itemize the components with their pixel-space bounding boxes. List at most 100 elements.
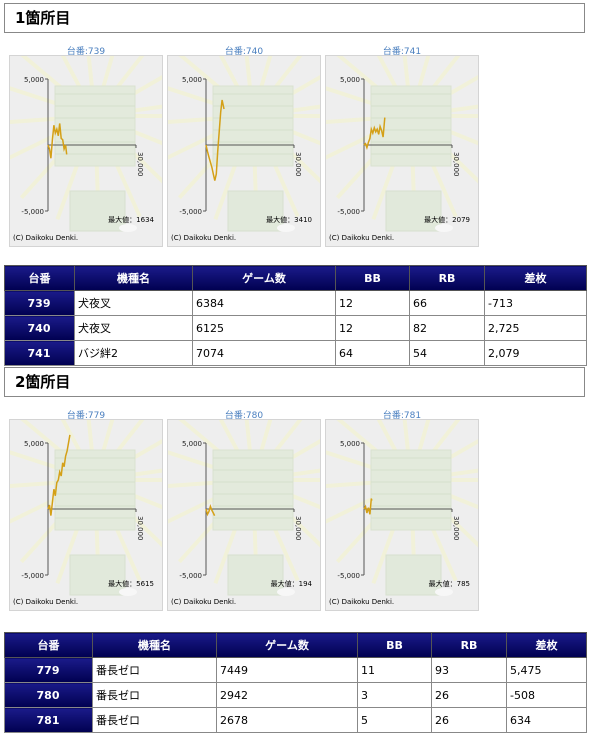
machine-link-740[interactable]: 台番:740 bbox=[224, 47, 264, 57]
header-model: 機種名 bbox=[92, 632, 217, 658]
y-tick-bottom: -5,000 bbox=[337, 572, 360, 580]
row-machine-no[interactable]: 741 bbox=[4, 340, 75, 366]
max-value-label: 最大値：1634 bbox=[108, 215, 154, 224]
header-diff: 差枚 bbox=[506, 632, 587, 658]
x-tick-right: 30,000 bbox=[294, 152, 302, 177]
row-bb: 3 bbox=[357, 682, 432, 708]
slump-chart-svg: 5,000 -5,000 30,000 最大値：3410 (C) Daikoku Den… bbox=[168, 56, 320, 242]
x-tick-right: 30,000 bbox=[452, 152, 460, 177]
row-rb: 54 bbox=[409, 340, 485, 366]
machine-link-779[interactable]: 台番:779 bbox=[66, 411, 106, 421]
row-games: 6384 bbox=[192, 290, 336, 316]
row-machine-no[interactable]: 781 bbox=[4, 707, 93, 733]
series-line bbox=[47, 434, 71, 516]
series-line bbox=[363, 117, 386, 151]
slump-chart-svg: 5,000 -5,000 30,000 最大値：2079 (C) Daikoku Den… bbox=[326, 56, 478, 242]
row-bb: 64 bbox=[335, 340, 410, 366]
machine-link-781[interactable]: 台番:781 bbox=[382, 411, 422, 421]
header-rb: RB bbox=[409, 265, 485, 291]
y-tick-top: 5,000 bbox=[340, 76, 360, 84]
background-decoration bbox=[326, 420, 478, 596]
row-model: バジ絆2 bbox=[74, 340, 193, 366]
table-row: 740 犬夜叉 6125 12 82 2,725 bbox=[4, 315, 587, 341]
row-diff: 2,079 bbox=[484, 340, 587, 366]
header-bb: BB bbox=[335, 265, 410, 291]
copyright-label: (C) Daikoku Denki. bbox=[171, 598, 236, 606]
max-value-label: 最大値：785 bbox=[429, 579, 470, 588]
machine-link-741[interactable]: 台番:741 bbox=[382, 47, 422, 57]
series-line bbox=[47, 123, 68, 159]
series-line bbox=[205, 504, 216, 517]
y-tick-bottom: -5,000 bbox=[21, 572, 44, 580]
x-tick-right: 30,000 bbox=[136, 516, 144, 541]
section-title-2: 2箇所目 bbox=[4, 367, 585, 397]
row-rb: 26 bbox=[431, 707, 507, 733]
y-tick-top: 5,000 bbox=[182, 440, 202, 448]
data-table-2: 台番 機種名 ゲーム数 BB RB 差枚 779 番長ゼロ 7449 11 93… bbox=[4, 632, 587, 733]
copyright-label: (C) Daikoku Denki. bbox=[13, 234, 78, 242]
table-header-row: 台番 機種名 ゲーム数 BB RB 差枚 bbox=[4, 632, 587, 658]
copyright-label: (C) Daikoku Denki. bbox=[171, 234, 236, 242]
slump-graph-779: 5,000 -5,000 30,000 最大値：5615 (C) Daikoku Den… bbox=[9, 419, 163, 611]
header-games: ゲーム数 bbox=[216, 632, 358, 658]
row-rb: 66 bbox=[409, 290, 485, 316]
max-value-label: 最大値：2079 bbox=[424, 215, 470, 224]
slump-graph-780: 5,000 -5,000 30,000 最大値：194 (C) Daikoku Denk… bbox=[167, 419, 321, 611]
slump-chart-svg: 5,000 -5,000 30,000 最大値：194 (C) Daikoku Denk… bbox=[168, 420, 320, 606]
x-tick-right: 30,000 bbox=[452, 516, 460, 541]
row-rb: 93 bbox=[431, 657, 507, 683]
row-games: 6125 bbox=[192, 315, 336, 341]
row-machine-no[interactable]: 780 bbox=[4, 682, 93, 708]
row-machine-no[interactable]: 739 bbox=[4, 290, 75, 316]
row-diff: 2,725 bbox=[484, 315, 587, 341]
row-machine-no[interactable]: 740 bbox=[4, 315, 75, 341]
table-row: 739 犬夜叉 6384 12 66 -713 bbox=[4, 290, 587, 316]
background-decoration bbox=[326, 56, 478, 232]
table-row: 779 番長ゼロ 7449 11 93 5,475 bbox=[4, 657, 587, 683]
row-rb: 26 bbox=[431, 682, 507, 708]
slump-graph-739: 5,000 -5,000 30,000 最大値：1634 (C) Daikoku Den… bbox=[9, 55, 163, 247]
row-bb: 11 bbox=[357, 657, 432, 683]
y-tick-bottom: -5,000 bbox=[21, 208, 44, 216]
series-line bbox=[205, 99, 225, 181]
row-rb: 82 bbox=[409, 315, 485, 341]
y-tick-top: 5,000 bbox=[24, 440, 44, 448]
table-row: 780 番長ゼロ 2942 3 26 -508 bbox=[4, 682, 587, 708]
x-tick-right: 30,000 bbox=[136, 152, 144, 177]
y-tick-bottom: -5,000 bbox=[179, 572, 202, 580]
copyright-label: (C) Daikoku Denki. bbox=[13, 598, 78, 606]
x-tick-right: 30,000 bbox=[294, 516, 302, 541]
slump-chart-svg: 5,000 -5,000 30,000 最大値：1634 (C) Daikoku Den… bbox=[10, 56, 162, 242]
row-diff: -713 bbox=[484, 290, 587, 316]
table-row: 781 番長ゼロ 2678 5 26 634 bbox=[4, 707, 587, 733]
row-model: 番長ゼロ bbox=[92, 707, 217, 733]
header-games: ゲーム数 bbox=[192, 265, 336, 291]
background-decoration bbox=[10, 420, 162, 596]
y-tick-top: 5,000 bbox=[182, 76, 202, 84]
row-diff: 634 bbox=[506, 707, 587, 733]
row-diff: -508 bbox=[506, 682, 587, 708]
copyright-label: (C) Daikoku Denki. bbox=[329, 234, 394, 242]
slump-chart-svg: 5,000 -5,000 30,000 最大値：5615 (C) Daikoku Den… bbox=[10, 420, 162, 606]
row-bb: 12 bbox=[335, 290, 410, 316]
y-tick-top: 5,000 bbox=[340, 440, 360, 448]
slump-graph-781: 5,000 -5,000 30,000 最大値：785 (C) Daikoku Denk… bbox=[325, 419, 479, 611]
series-line bbox=[363, 498, 373, 515]
header-model: 機種名 bbox=[74, 265, 193, 291]
background-decoration bbox=[168, 420, 320, 596]
y-tick-bottom: -5,000 bbox=[179, 208, 202, 216]
row-games: 2678 bbox=[216, 707, 358, 733]
row-machine-no[interactable]: 779 bbox=[4, 657, 93, 683]
machine-link-739[interactable]: 台番:739 bbox=[66, 47, 106, 57]
header-diff: 差枚 bbox=[484, 265, 587, 291]
row-model: 番長ゼロ bbox=[92, 682, 217, 708]
background-decoration bbox=[168, 56, 320, 232]
machine-link-780[interactable]: 台番:780 bbox=[224, 411, 264, 421]
row-games: 7449 bbox=[216, 657, 358, 683]
table-row: 741 バジ絆2 7074 64 54 2,079 bbox=[4, 340, 587, 366]
copyright-label: (C) Daikoku Denki. bbox=[329, 598, 394, 606]
header-rb: RB bbox=[431, 632, 507, 658]
row-bb: 12 bbox=[335, 315, 410, 341]
slump-graph-741: 5,000 -5,000 30,000 最大値：2079 (C) Daikoku Den… bbox=[325, 55, 479, 247]
y-tick-top: 5,000 bbox=[24, 76, 44, 84]
